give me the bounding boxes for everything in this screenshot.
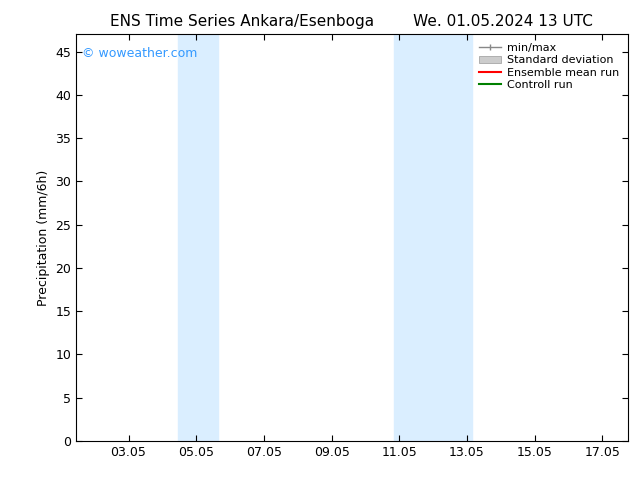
Title: ENS Time Series Ankara/Esenboga        We. 01.05.2024 13 UTC: ENS Time Series Ankara/Esenboga We. 01.0… xyxy=(110,14,593,29)
Legend: min/max, Standard deviation, Ensemble mean run, Controll run: min/max, Standard deviation, Ensemble me… xyxy=(476,40,622,93)
Bar xyxy=(178,34,218,441)
Text: © woweather.com: © woweather.com xyxy=(82,47,197,59)
Bar xyxy=(394,34,472,441)
Y-axis label: Precipitation (mm/6h): Precipitation (mm/6h) xyxy=(37,170,50,306)
